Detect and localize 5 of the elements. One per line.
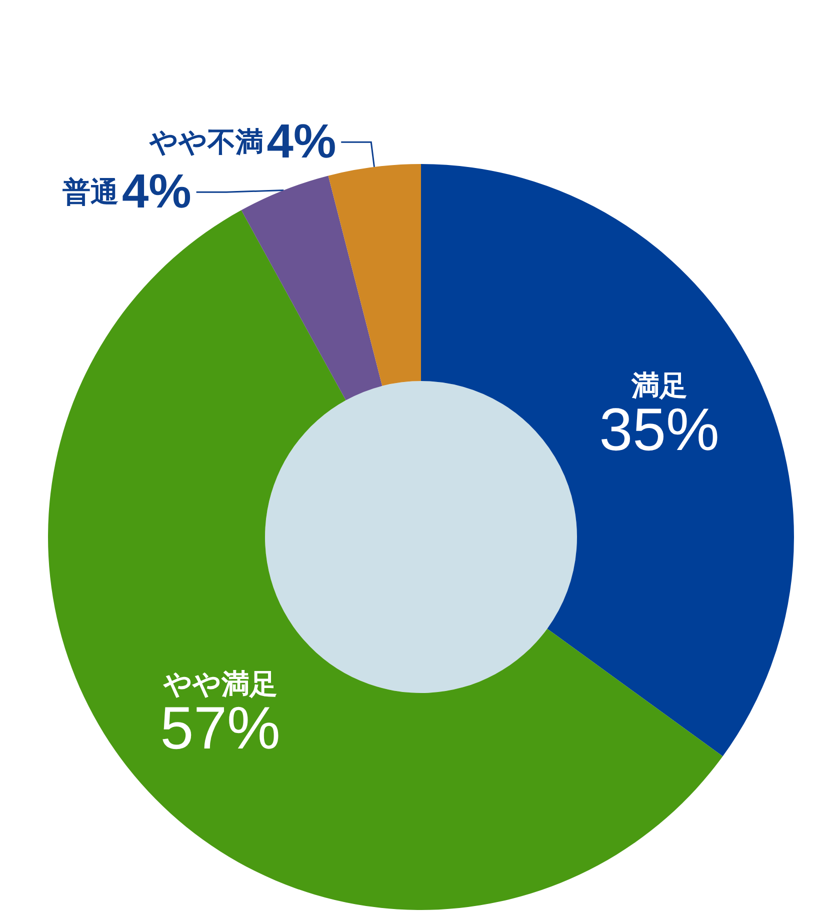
slice-label: やや不満 [148,126,264,158]
data-label: 4% [122,166,192,219]
slice-label: 普通 [62,176,119,208]
slice-label: やや満足 [162,668,278,700]
data-label: 4% [266,116,336,169]
